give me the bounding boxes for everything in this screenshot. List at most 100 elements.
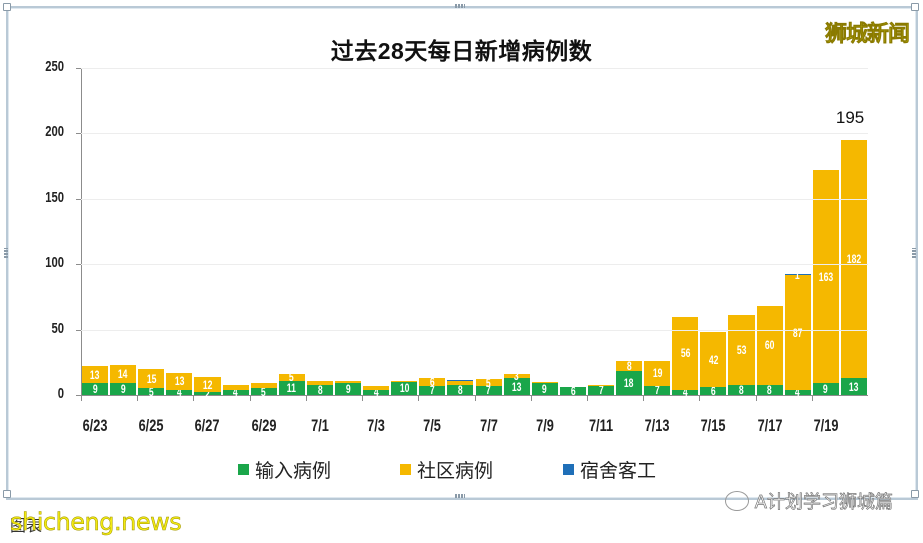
bar-6-27[interactable]: 2 12	[194, 376, 221, 400]
data-label: 5	[261, 384, 267, 399]
segment-community: 13	[166, 372, 193, 390]
bar-7-11[interactable]: 7	[587, 383, 615, 398]
bar-7-16[interactable]: 8 53	[728, 315, 755, 396]
bar-7-15[interactable]: 6 42	[700, 332, 727, 397]
segment-imported: 2	[194, 388, 221, 400]
total-annotation: 195	[835, 107, 865, 127]
y-tick	[76, 198, 81, 200]
gridline	[81, 329, 868, 331]
data-label: 7	[598, 383, 604, 398]
wechat-watermark: A计划学习狮城篇	[724, 488, 893, 514]
bar-7-6[interactable]: 8	[447, 379, 474, 396]
legend-label: 宿舍客工	[580, 460, 657, 482]
bar-7-17[interactable]: 8 60	[756, 306, 783, 397]
data-label: 60	[764, 338, 775, 353]
segment-imported: 9	[812, 382, 839, 397]
y-tick-label: 50	[51, 319, 64, 337]
bar-7-18[interactable]: 4 87 1	[784, 269, 811, 398]
bar-7-4[interactable]: 10	[391, 380, 418, 395]
y-tick	[76, 133, 81, 135]
segment-imported: 8	[728, 384, 755, 396]
data-label: 42	[708, 352, 719, 367]
x-tick	[586, 395, 588, 401]
bar-6-29[interactable]: 5	[250, 383, 277, 399]
data-label: 4	[176, 385, 182, 400]
segment-community: 60	[756, 306, 783, 385]
bar-6-30[interactable]: 11 5	[278, 371, 305, 395]
segment-community: 53	[728, 315, 755, 385]
bar-7-12[interactable]: 18 8	[616, 359, 643, 395]
bar-7-3[interactable]: 4	[363, 385, 390, 398]
resize-handle-left[interactable]	[4, 248, 8, 258]
segment-imported: 13	[503, 378, 530, 395]
bar-7-2[interactable]: 9	[334, 380, 362, 395]
data-label: 13	[90, 367, 100, 382]
segment-imported: 5	[250, 384, 277, 399]
segment-community: 3	[503, 370, 530, 382]
segment-imported: 10	[391, 381, 418, 395]
x-tick	[81, 395, 82, 401]
data-label: 1	[795, 268, 801, 283]
bar-7-10[interactable]: 6	[559, 385, 586, 397]
x-tick	[418, 395, 420, 401]
resize-corner-tl[interactable]	[3, 3, 11, 11]
x-tick-label: 7/13	[644, 416, 670, 435]
segment-imported: 4	[222, 386, 249, 398]
site-watermark: shicheng.news	[10, 508, 182, 537]
segment-community	[447, 381, 474, 385]
segment-community	[587, 384, 615, 386]
x-tick-label: 7/7	[479, 416, 498, 435]
resize-corner-bl[interactable]	[3, 490, 11, 498]
x-tick	[755, 395, 757, 401]
segment-community: 15	[138, 368, 165, 389]
resize-handle-top[interactable]	[455, 4, 465, 8]
x-tick	[362, 395, 364, 401]
bar-7-20[interactable]: 13 182	[840, 139, 867, 395]
data-label: 8	[626, 359, 632, 374]
data-label: 4	[233, 385, 238, 400]
segment-community: 182	[840, 139, 867, 378]
bar-6-26[interactable]: 4 13	[166, 372, 193, 400]
chart-frame[interactable]	[6, 6, 918, 500]
resize-corner-tr[interactable]	[911, 3, 919, 11]
data-label: 4	[373, 385, 379, 400]
segment-community	[363, 385, 390, 390]
bar-7-1[interactable]: 8	[306, 380, 333, 396]
data-label: 8	[767, 382, 773, 397]
legend-swatch-imported	[238, 464, 249, 475]
legend-item-dormitory[interactable]: 宿舍客工	[563, 456, 656, 483]
bar-7-14[interactable]: 4 56	[672, 316, 699, 398]
bar-7-9[interactable]: 9	[531, 381, 558, 395]
segment-imported: 4	[363, 386, 390, 398]
legend-item-community[interactable]: 社区病例	[400, 456, 493, 483]
legend-item-imported[interactable]: 输入病例	[238, 456, 331, 483]
x-tick	[699, 395, 701, 401]
y-tick	[76, 395, 81, 396]
gridline	[81, 68, 868, 69]
chart-title: 过去28天每日新增病例数	[330, 38, 593, 64]
x-tick-label: 7/17	[757, 416, 783, 435]
data-label: 11	[287, 380, 297, 395]
bar-7-13[interactable]: 7 19	[644, 361, 671, 396]
bar-6-24[interactable]: 9 14	[110, 364, 137, 395]
resize-corner-br[interactable]	[911, 490, 919, 498]
brand-watermark: 狮城新闻	[824, 22, 911, 48]
bar-6-23[interactable]: 9 13	[82, 366, 109, 395]
bar-6-28[interactable]: 4	[222, 384, 249, 398]
legend: 输入病例 社区病例 宿舍客工	[0, 456, 923, 482]
data-label: 9	[823, 382, 829, 397]
segment-community: 87	[784, 276, 811, 390]
segment-community	[334, 380, 362, 384]
bar-7-8[interactable]: 13 3	[503, 370, 530, 395]
bar-7-19[interactable]: 9 163	[812, 170, 839, 397]
bar-6-25[interactable]: 5 15	[138, 368, 165, 398]
data-label: 7	[486, 383, 491, 398]
segment-imported: 18	[616, 371, 643, 395]
resize-handle-bottom[interactable]	[455, 494, 465, 498]
x-tick	[811, 395, 813, 401]
segment-community	[222, 384, 249, 390]
resize-handle-right[interactable]	[912, 248, 916, 258]
y-axis	[81, 68, 82, 398]
